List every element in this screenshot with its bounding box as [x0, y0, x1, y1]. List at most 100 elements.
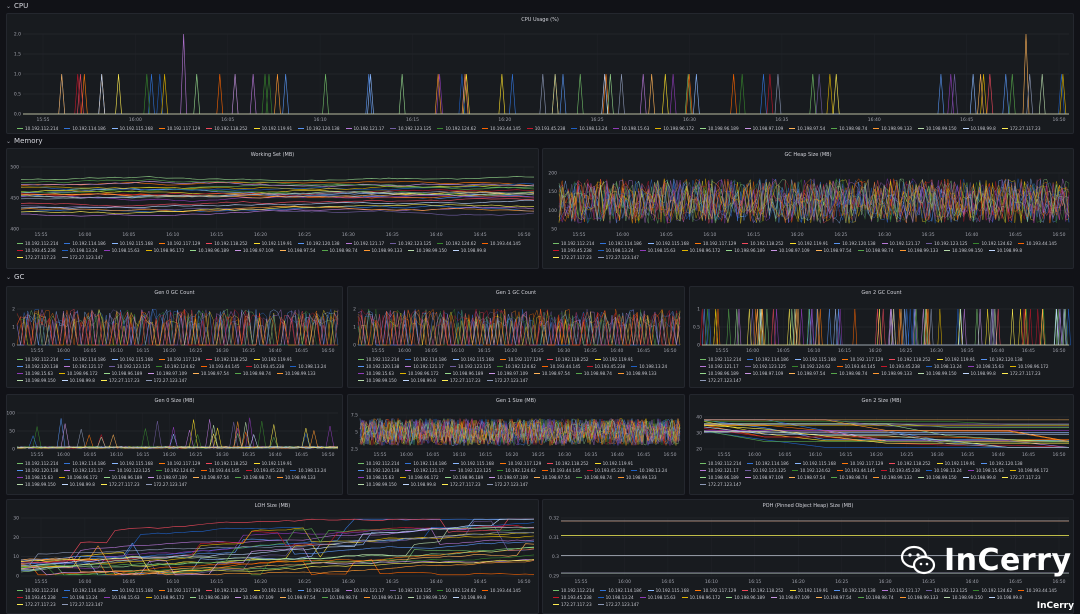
legend-item[interactable]: 10.192.123.125 [108, 364, 150, 369]
legend-item[interactable]: 10.192.118.252 [742, 241, 784, 246]
legend-item[interactable]: 10.198.96.189 [700, 371, 739, 376]
legend-item[interactable]: 10.198.96.189 [190, 595, 229, 600]
legend-item[interactable]: 10.192.118.252 [206, 588, 248, 593]
legend-item[interactable]: 172.27.117.23 [1001, 126, 1040, 131]
legend-item[interactable]: 10.192.119.91 [253, 357, 292, 362]
legend-item[interactable]: 10.192.118.252 [206, 241, 248, 246]
legend-item[interactable]: 10.192.123.125 [390, 241, 431, 246]
legend-item[interactable]: 172.27.117.23 [100, 378, 140, 383]
legend-item[interactable]: 10.198.96.172 [681, 595, 720, 600]
legend-item[interactable]: 10.192.124.62 [973, 241, 1012, 246]
legend-item[interactable]: 10.192.114.186 [64, 357, 106, 362]
legend-item[interactable]: 10.198.99.133 [617, 475, 657, 480]
legend-item[interactable]: 10.192.120.138 [834, 241, 876, 246]
legend-item[interactable]: 10.192.115.168 [111, 588, 153, 593]
legend-item[interactable]: 10.198.96.172 [399, 371, 439, 376]
legend-item[interactable]: 10.198.99.150 [408, 595, 447, 600]
legend-item[interactable]: 10.192.115.168 [452, 461, 494, 466]
legend-item[interactable]: 10.192.124.62 [156, 364, 195, 369]
row-header-cpu[interactable]: ⌄ CPU [6, 2, 28, 10]
legend-item[interactable]: 10.192.121.17 [345, 241, 384, 246]
legend-item[interactable]: 10.192.117.129 [694, 241, 736, 246]
legend-item[interactable]: 10.198.97.54 [279, 248, 316, 253]
legend-item[interactable]: 10.198.96.172 [145, 595, 184, 600]
legend-item[interactable]: 10.198.13.24 [597, 248, 634, 253]
legend-item[interactable]: 10.198.99.150 [358, 378, 397, 383]
legend-item[interactable]: 10.192.114.186 [64, 588, 106, 593]
legend-item[interactable]: 10.192.123.125 [744, 468, 786, 473]
legend-item[interactable]: 10.193.44.145 [541, 364, 581, 369]
legend-item[interactable]: 10.198.97.54 [815, 248, 852, 253]
row-header-gc[interactable]: ⌄ GC [6, 273, 24, 281]
legend-item[interactable]: 10.198.97.54 [533, 475, 570, 480]
legend-item[interactable]: 10.193.44.145 [482, 588, 521, 593]
legend-item[interactable]: 10.193.45.238 [17, 248, 56, 253]
legend-item[interactable]: 172.27.123.147 [700, 482, 741, 487]
legend-item[interactable]: 10.192.115.168 [111, 241, 153, 246]
legend-item[interactable]: 10.192.114.186 [64, 126, 106, 131]
legend-item[interactable]: 10.193.44.145 [541, 468, 581, 473]
legend-item[interactable]: 10.198.98.74 [575, 475, 612, 480]
legend-item[interactable]: 10.192.112.214 [553, 588, 594, 593]
legend-item[interactable]: 172.27.123.147 [61, 602, 103, 607]
legend-item[interactable]: 10.192.124.62 [156, 468, 195, 473]
legend-item[interactable]: 10.192.112.214 [17, 241, 58, 246]
legend-item[interactable]: 10.192.114.186 [600, 241, 642, 246]
legend-item[interactable]: 10.198.15.63 [358, 475, 394, 480]
legend-item[interactable]: 10.192.124.62 [437, 126, 476, 131]
legend-item[interactable]: 10.198.13.24 [290, 364, 326, 369]
legend-item[interactable]: 10.198.99.133 [873, 371, 912, 376]
legend-item[interactable]: 10.192.123.125 [449, 364, 491, 369]
legend-item[interactable]: 10.198.98.74 [831, 371, 867, 376]
legend-item[interactable]: 10.192.114.186 [405, 357, 447, 362]
legend-item[interactable]: 10.192.119.91 [936, 357, 975, 362]
legend-item[interactable]: 10.192.112.214 [358, 357, 399, 362]
legend-item[interactable]: 10.198.99.8 [988, 595, 1022, 600]
legend-item[interactable]: 10.193.44.145 [482, 241, 521, 246]
legend-item[interactable]: 10.198.97.109 [744, 371, 783, 376]
legend-item[interactable]: 10.198.99.133 [873, 475, 912, 480]
legend-item[interactable]: 10.198.15.63 [17, 475, 53, 480]
legend-item[interactable]: 10.198.13.24 [631, 468, 667, 473]
legend-item[interactable]: 10.192.121.17 [700, 468, 739, 473]
legend-item[interactable]: 10.192.121.17 [64, 468, 103, 473]
legend-item[interactable]: 172.27.123.147 [700, 378, 741, 383]
legend-item[interactable]: 10.193.45.238 [526, 126, 565, 131]
legend-item[interactable]: 10.198.97.109 [234, 248, 274, 253]
legend-item[interactable]: 10.198.15.63 [17, 371, 53, 376]
legend-item[interactable]: 10.192.117.129 [841, 461, 883, 466]
legend-item[interactable]: 10.198.99.150 [944, 595, 983, 600]
legend-item[interactable]: 10.198.15.63 [103, 595, 140, 600]
legend-item[interactable]: 10.198.13.24 [597, 595, 634, 600]
legend-item[interactable]: 172.27.123.147 [597, 602, 639, 607]
legend-item[interactable]: 10.192.124.62 [497, 364, 536, 369]
legend-item[interactable]: 10.198.96.172 [655, 126, 694, 131]
legend-item[interactable]: 10.193.45.238 [245, 468, 284, 473]
legend-item[interactable]: 10.198.99.133 [276, 475, 316, 480]
legend-item[interactable]: 10.198.97.54 [192, 475, 229, 480]
legend-item[interactable]: 10.192.121.17 [345, 588, 384, 593]
legend-item[interactable]: 10.192.119.91 [253, 241, 292, 246]
legend-item[interactable]: 10.198.97.109 [744, 126, 783, 131]
legend-item[interactable]: 10.193.45.238 [881, 364, 920, 369]
legend-item[interactable]: 10.193.44.145 [836, 468, 875, 473]
legend-item[interactable]: 10.193.45.238 [586, 468, 625, 473]
legend-item[interactable]: 10.192.118.252 [206, 126, 248, 131]
legend-item[interactable]: 10.198.97.109 [489, 475, 528, 480]
legend-item[interactable]: 10.192.121.17 [881, 588, 920, 593]
legend-item[interactable]: 10.198.97.109 [148, 371, 187, 376]
legend-item[interactable]: 10.193.44.145 [200, 468, 240, 473]
legend-item[interactable]: 10.198.99.133 [276, 371, 316, 376]
row-header-memory[interactable]: ⌄ Memory [6, 137, 43, 145]
legend-item[interactable]: 10.192.117.129 [158, 241, 200, 246]
legend-item[interactable]: 10.192.114.186 [405, 461, 447, 466]
legend-item[interactable]: 10.192.118.252 [206, 461, 248, 466]
legend-item[interactable]: 10.192.117.129 [158, 461, 200, 466]
legend-item[interactable]: 10.192.121.17 [700, 364, 739, 369]
legend-item[interactable]: 10.198.98.74 [321, 248, 358, 253]
legend-item[interactable]: 10.193.44.145 [1018, 241, 1057, 246]
legend-item[interactable]: 172.27.117.23 [553, 255, 592, 260]
legend-item[interactable]: 10.198.96.189 [103, 371, 142, 376]
legend-item[interactable]: 10.198.13.24 [925, 468, 962, 473]
legend-item[interactable]: 10.198.99.8 [988, 248, 1022, 253]
